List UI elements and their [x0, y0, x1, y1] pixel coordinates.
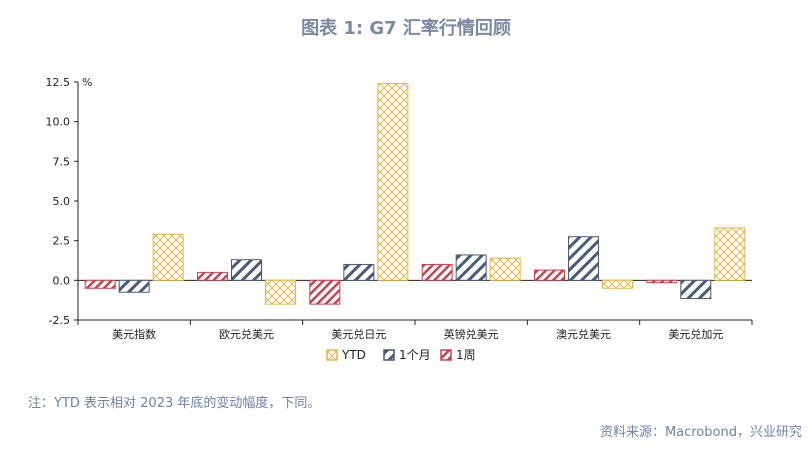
- x-tick-label: 澳元兑美元: [556, 327, 611, 341]
- bar-1个月: [568, 236, 599, 281]
- bar-1个月: [455, 254, 487, 281]
- bar-YTD: [489, 257, 521, 281]
- legend-label: YTD: [341, 348, 366, 362]
- x-tick-label: 欧元兑美元: [219, 327, 274, 341]
- bar-1周: [534, 269, 565, 281]
- legend-swatch: [440, 349, 452, 361]
- legend-swatch: [326, 349, 338, 361]
- bar-chart: -2.5 0.0 2.5 5.0 7.5 10.0 12.5 % 美元指数 欧元兑美元 美元兑日元 英…: [46, 76, 753, 362]
- bar-1个月: [343, 263, 375, 281]
- y-tick-label: 2.5: [53, 235, 71, 248]
- bar-YTD: [265, 279, 296, 305]
- bar-1周: [421, 263, 453, 281]
- y-tick-label: 12.5: [46, 76, 71, 89]
- legend-swatch: [383, 349, 395, 361]
- legend-label: 1个月: [399, 348, 431, 362]
- x-tick-label: 英镑兑美元: [444, 327, 499, 341]
- y-tick-label: -2.5: [49, 314, 70, 327]
- y-tick-label: 0.0: [53, 274, 71, 287]
- footnote: 注：YTD 表示相对 2023 年底的变动幅度，下同。: [28, 396, 321, 411]
- y-axis-unit: %: [82, 76, 92, 89]
- legend-label: 1周: [456, 348, 476, 362]
- source-note: 资料来源：Macrobond，兴业研究: [599, 425, 802, 440]
- bar-1个月: [231, 259, 262, 281]
- chart-title: 图表 1: G7 汇率行情回顾: [301, 18, 511, 39]
- bar-YTD: [602, 279, 633, 289]
- y-tick-label: 7.5: [53, 155, 71, 168]
- x-tick-label: 美元指数: [112, 327, 156, 341]
- bar-1个月: [680, 279, 712, 300]
- bar-1周: [646, 279, 678, 284]
- y-tick-label: 10.0: [46, 116, 71, 129]
- x-tick-label: 美元兑加元: [668, 327, 723, 341]
- bar-1个月: [118, 279, 150, 293]
- bar-1周: [197, 271, 228, 281]
- bar-1周: [309, 279, 341, 305]
- bar-YTD: [714, 227, 746, 281]
- bar-1周: [84, 279, 116, 289]
- x-tick-label: 美元兑日元: [331, 327, 386, 341]
- y-tick-label: 5.0: [53, 195, 71, 208]
- bar-YTD: [377, 83, 409, 281]
- bar-YTD: [152, 233, 184, 281]
